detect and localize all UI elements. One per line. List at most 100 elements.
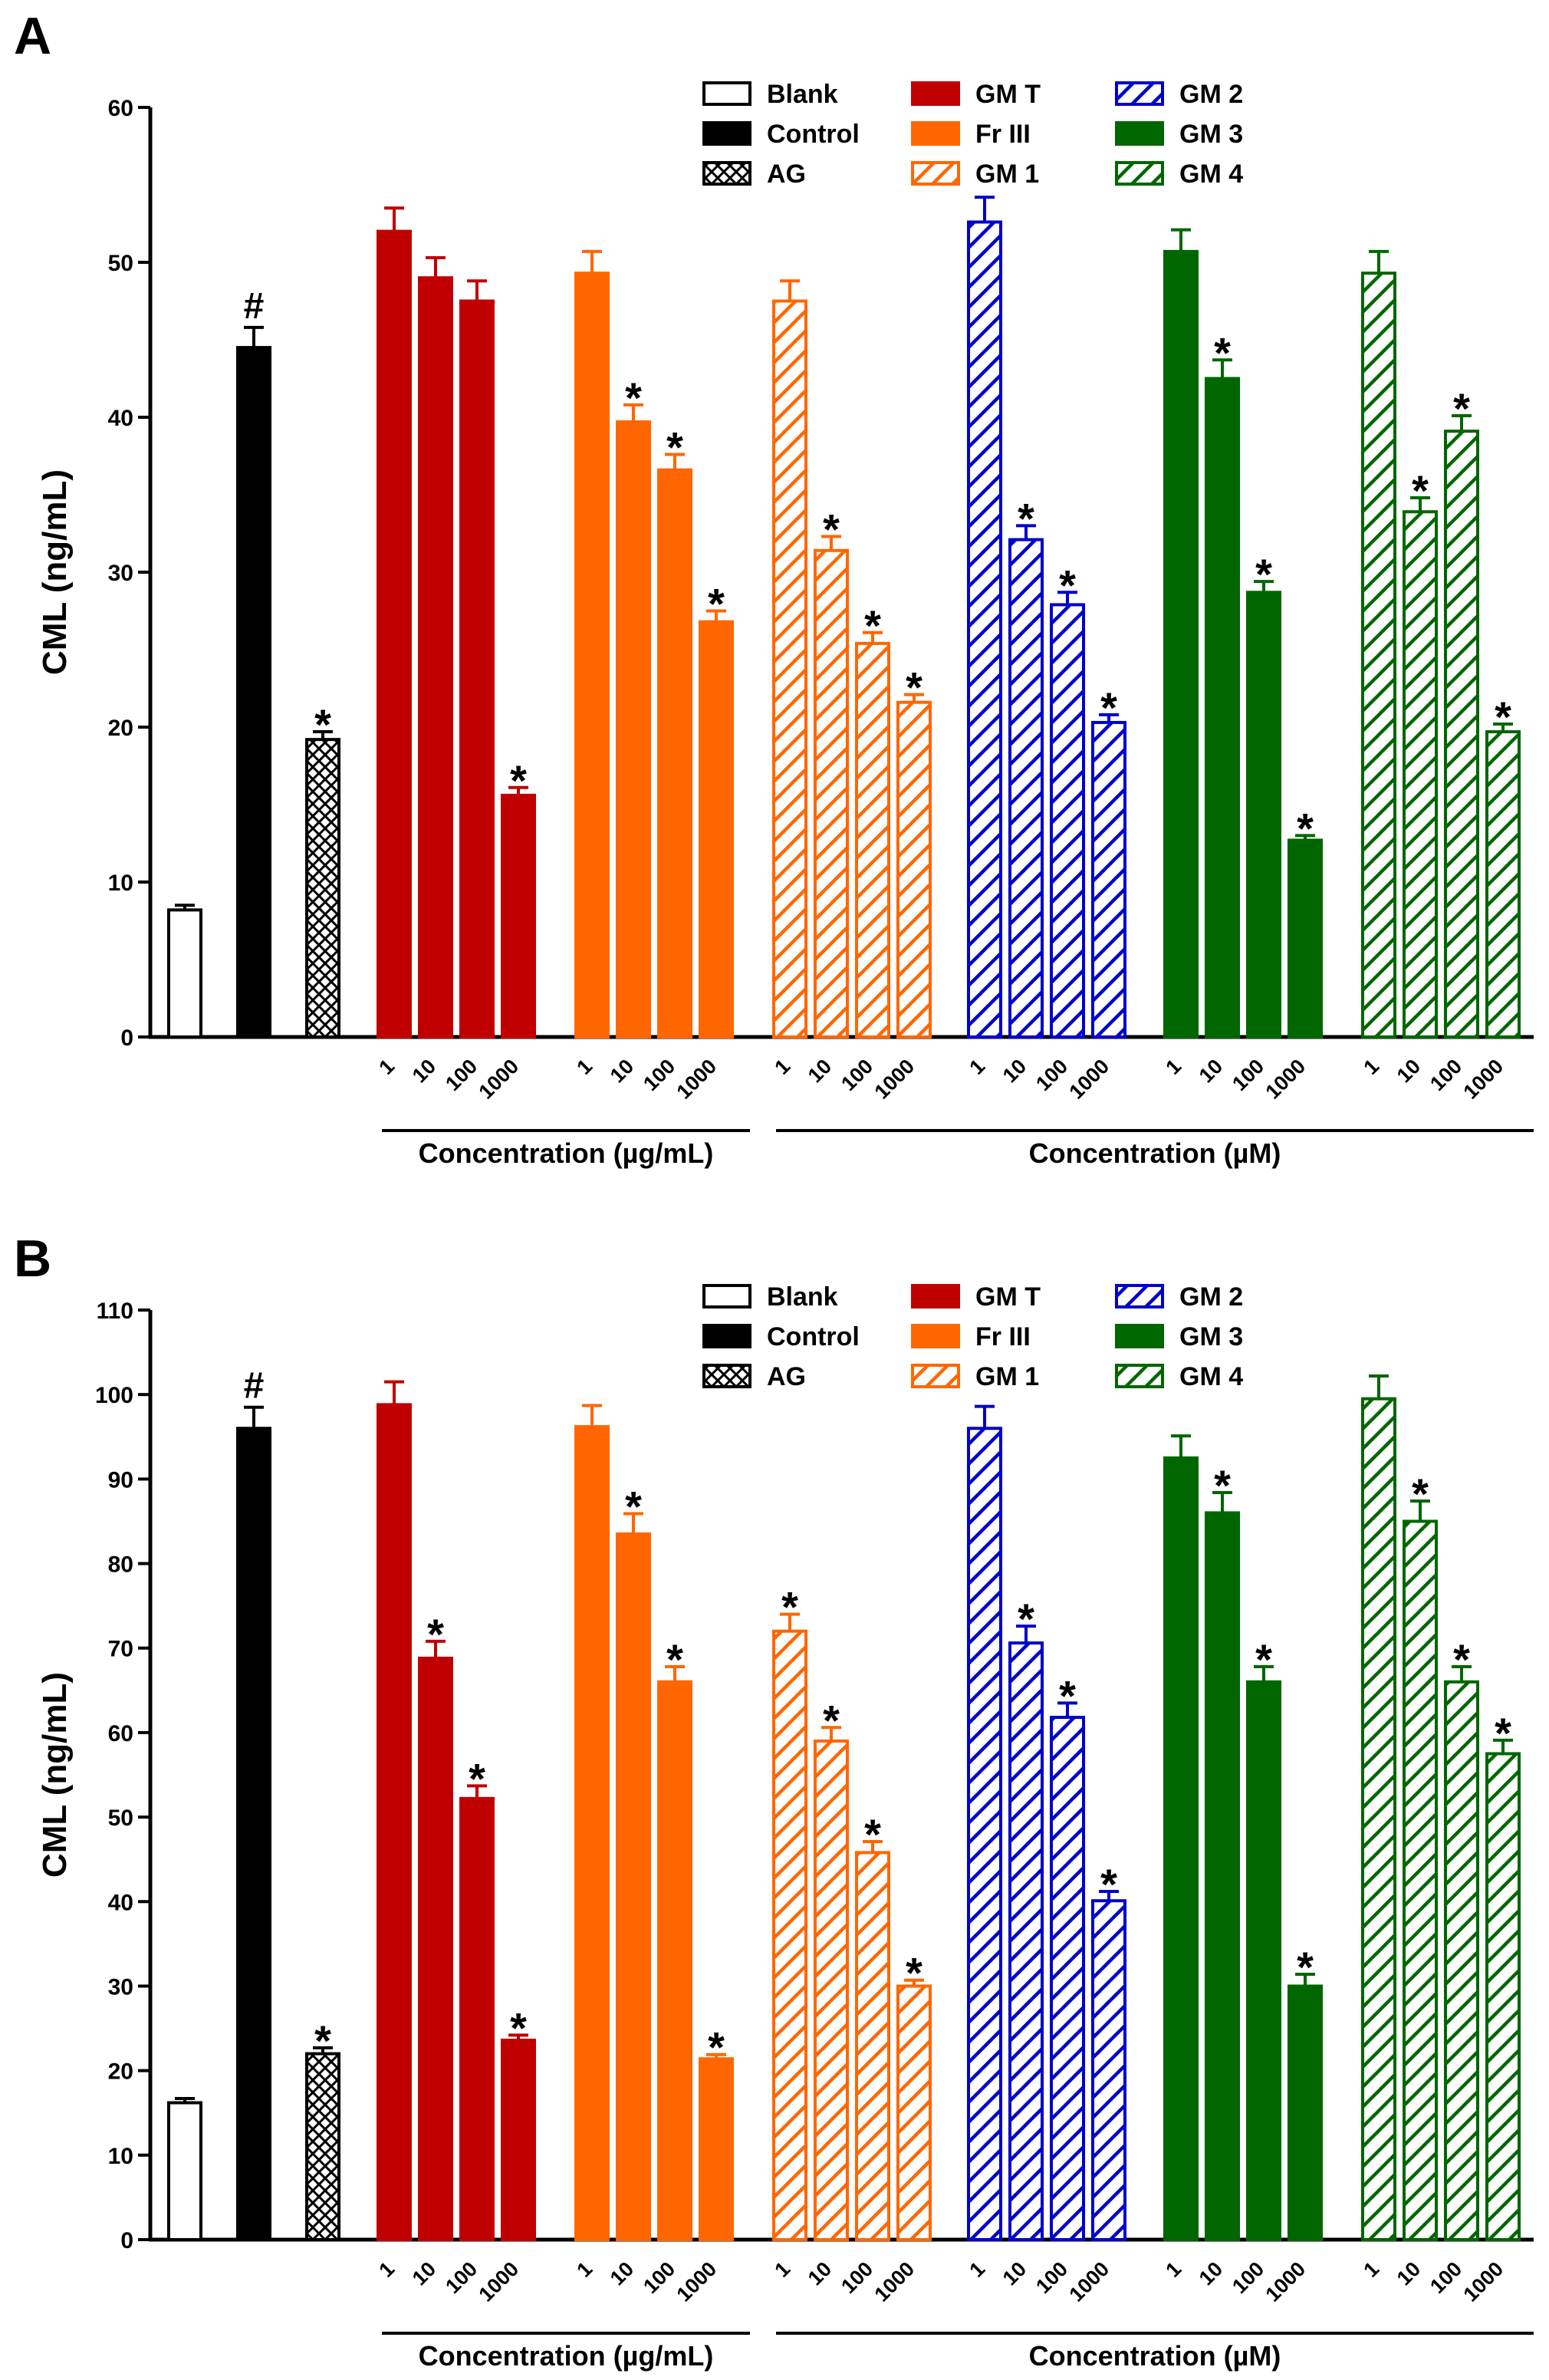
bar-rect — [1444, 430, 1479, 1039]
bar-rect — [1091, 720, 1126, 1039]
legend-label: GM 2 — [1179, 1282, 1243, 1312]
bar-control: # — [236, 286, 271, 1039]
y-tick-label: 90 — [108, 1467, 133, 1493]
x-tick-label: 1 — [1359, 1055, 1383, 1079]
significance-star: * — [708, 2023, 725, 2072]
x-tick-label: 1000 — [870, 2257, 919, 2306]
significance-star: * — [510, 2003, 527, 2052]
bar-ag: * — [305, 2016, 340, 2242]
significance-star: * — [314, 2016, 331, 2065]
bar-rect — [814, 548, 849, 1039]
legend-swatch — [911, 1284, 960, 1309]
bar-gm1-1: * — [814, 1696, 849, 2241]
bar-gm4-3: * — [1485, 1709, 1521, 2242]
bar-rect — [1008, 1641, 1044, 2242]
legend-item-gmt: GM T — [911, 80, 1041, 109]
bracket-label: Concentration (µM) — [1029, 2340, 1281, 2372]
bar-gm4-3: * — [1485, 693, 1521, 1039]
x-tick-label: 1 — [1161, 2257, 1186, 2282]
bar-gm4-2: * — [1444, 1635, 1479, 2242]
bar-blank — [167, 904, 202, 1039]
legend-label: GM T — [975, 1282, 1041, 1312]
legend: Blank Control AG GM T Fr III GM 1 GM 2 GM 3 GM 4 — [702, 80, 1243, 189]
bar-rect — [772, 1629, 807, 2241]
legend-item-gm2: GM 2 — [1115, 1282, 1243, 1312]
bar-rect — [377, 229, 412, 1039]
bar-gmt-1 — [418, 255, 453, 1039]
bracket-label: Concentration (µg/mL) — [419, 2340, 714, 2372]
bar-rect — [305, 2052, 340, 2242]
bar-rect — [855, 641, 890, 1039]
x-tick-label: 10 — [1195, 1055, 1227, 1087]
bar-rect — [377, 1403, 412, 2241]
bar-gmt-0 — [377, 1380, 412, 2241]
x-tick-label: 1 — [965, 1055, 989, 1079]
bar-rect — [1205, 377, 1240, 1039]
significance-star: * — [666, 423, 683, 471]
bar-gm4-1: * — [1403, 466, 1438, 1039]
x-tick-label: 1 — [965, 2257, 989, 2282]
panel-letter: A — [14, 7, 51, 65]
bar-gm3-3: * — [1288, 804, 1323, 1039]
x-tick-label: 10 — [998, 2257, 1031, 2289]
legend-item-fr3: Fr III — [911, 120, 1031, 149]
bar-gm1-0: * — [772, 1583, 807, 2241]
bar-gm2-2: * — [1050, 561, 1085, 1039]
panel-letter: B — [14, 1230, 51, 1288]
y-tick-label: 40 — [108, 406, 133, 431]
bar-rect — [459, 1796, 495, 2241]
x-tick-label: 1000 — [475, 1055, 524, 1104]
legend-label: AG — [767, 1362, 806, 1391]
significance-star: * — [864, 601, 881, 650]
x-tick-label: 10 — [804, 2257, 836, 2289]
bar-rect — [1403, 510, 1438, 1039]
bar-rect — [1246, 591, 1281, 1039]
bar-gm2-2: * — [1050, 1671, 1085, 2242]
bar-rect — [699, 620, 734, 1039]
bar-gmt-1: * — [418, 1610, 453, 2241]
bar-rect — [896, 700, 932, 1039]
bar-fr3-3: * — [699, 580, 734, 1039]
y-tick-label: 30 — [108, 1974, 133, 2000]
significance-star: * — [427, 1610, 444, 1658]
x-tick-label: 10 — [804, 1055, 836, 1087]
y-tick-label: 0 — [120, 2228, 133, 2253]
bar-rect — [1163, 249, 1199, 1039]
y-tick-label: 30 — [108, 561, 133, 586]
legend-label: GM 2 — [1179, 80, 1243, 109]
legend-label: GM 4 — [1179, 160, 1243, 189]
bar-gm4-0 — [1361, 1374, 1396, 2241]
y-tick-label: 20 — [108, 716, 133, 741]
legend-item-gm1: GM 1 — [911, 160, 1039, 189]
bar-gm2-0 — [967, 196, 1002, 1039]
significance-star: * — [469, 1754, 485, 1802]
legend-swatch — [702, 1284, 751, 1309]
bar-rect — [772, 299, 807, 1039]
legend-swatch — [702, 161, 751, 186]
significance-star: * — [510, 756, 527, 805]
legend-label: GM 4 — [1179, 1362, 1243, 1391]
bar-gm1-3: * — [896, 1949, 932, 2242]
significance-star: * — [1412, 1470, 1429, 1518]
x-tick-label: 10 — [408, 1055, 440, 1087]
legend-label: GM 1 — [975, 160, 1039, 189]
legend-swatch — [1115, 1364, 1164, 1388]
legend-item-gm1: GM 1 — [911, 1362, 1039, 1391]
bar-gm1-0 — [772, 279, 807, 1039]
x-tick-label: 10 — [408, 2257, 440, 2289]
legend-label: GM 3 — [1179, 120, 1243, 149]
bar-gm1-1: * — [814, 505, 849, 1039]
bar-rect — [896, 1984, 932, 2242]
y-tick-label: 80 — [108, 1552, 133, 1578]
legend-swatch — [1115, 121, 1164, 146]
y-tick-label: 100 — [95, 1383, 133, 1408]
legend: Blank Control AG GM T Fr III GM 1 GM 2 GM 3 GM 4 — [702, 1282, 1243, 1391]
legend-swatch — [1115, 1284, 1164, 1309]
bar-control: # — [236, 1366, 271, 2241]
significance-star: * — [864, 1810, 881, 1858]
legend-item-gm4: GM 4 — [1115, 160, 1243, 189]
bar-gm3-0 — [1163, 228, 1199, 1039]
bar-rect — [1485, 1752, 1521, 2242]
